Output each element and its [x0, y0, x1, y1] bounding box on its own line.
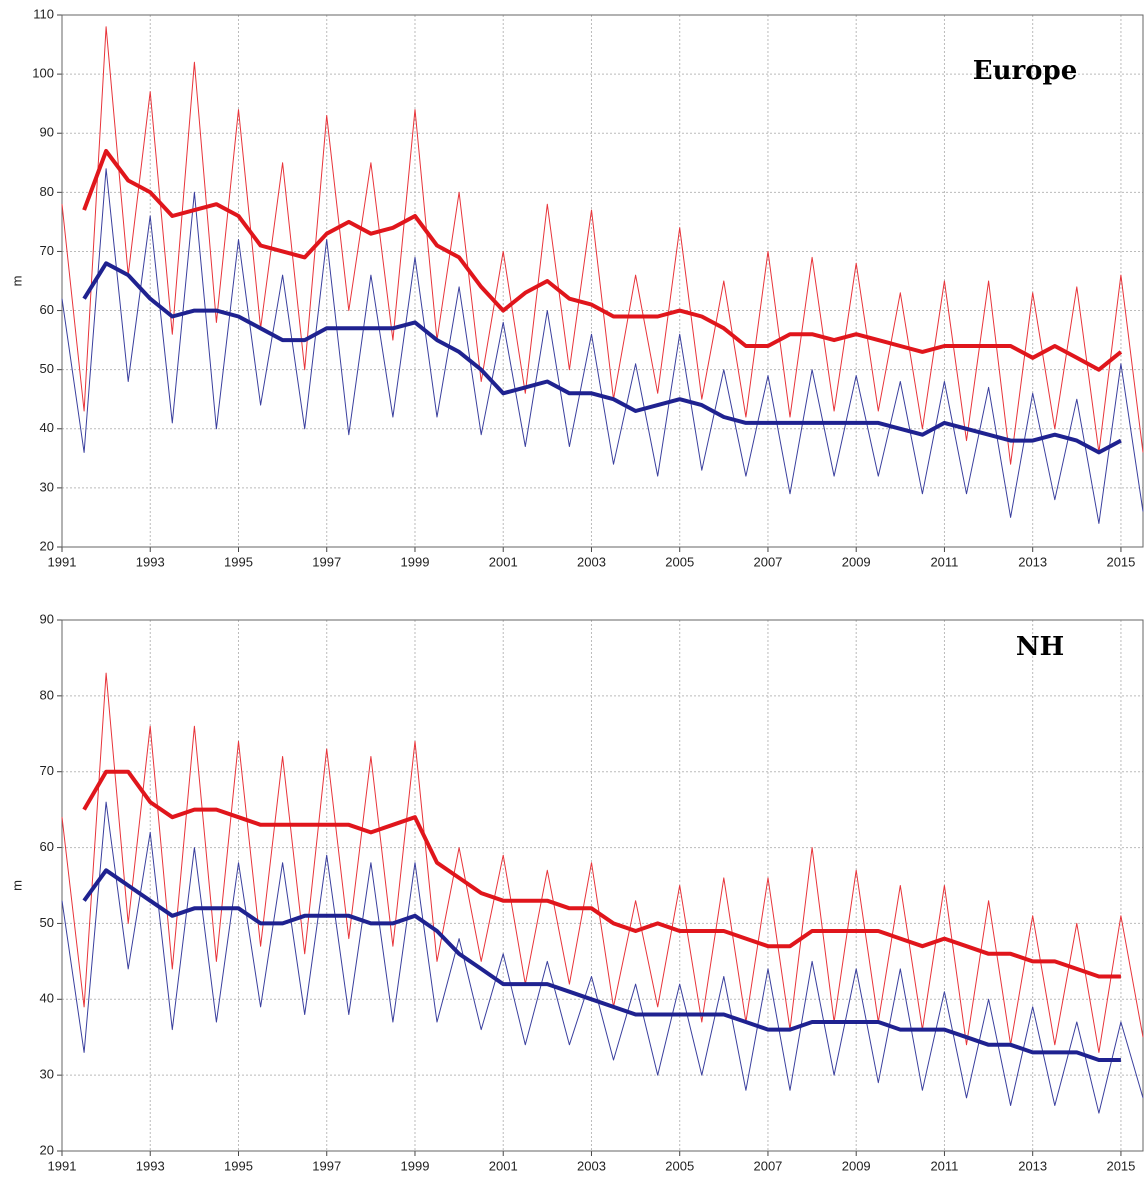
x-tick-label: 2003: [577, 554, 606, 569]
y-tick-label: 60: [40, 839, 54, 854]
chart-title: NH: [1016, 632, 1064, 662]
x-tick-label: 1999: [401, 554, 430, 569]
x-tick-label: 1993: [136, 1158, 165, 1173]
series-line: [82, 149, 1123, 372]
x-tick-label: 1997: [312, 1158, 341, 1173]
x-tick-label: 2001: [489, 1158, 518, 1173]
x-tick-label: 2005: [665, 1158, 694, 1173]
y-tick-label: 60: [40, 302, 54, 317]
x-tick-label: 1995: [224, 554, 253, 569]
plot-frame: [61, 14, 1144, 548]
x-tick-label: 2007: [753, 554, 782, 569]
y-tick-label: 100: [32, 66, 54, 81]
x-tick-label: 2001: [489, 554, 518, 569]
x-tick-label: 2003: [577, 1158, 606, 1173]
x-tick-label: 2015: [1106, 1158, 1135, 1173]
series-line: [82, 769, 1121, 979]
x-tick-label: 2009: [842, 554, 871, 569]
series-line: [61, 168, 1144, 524]
y-tick-label: 50: [40, 361, 54, 376]
series-line: [61, 672, 1144, 1053]
y-tick-label: 20: [40, 538, 54, 553]
x-tick-label: 2005: [665, 554, 694, 569]
x-tick-label: 1993: [136, 554, 165, 569]
x-tick-label: 2009: [842, 1158, 871, 1173]
y-tick-label: 90: [40, 611, 54, 626]
x-tick-label: 1997: [312, 554, 341, 569]
y-tick-label: 30: [40, 1067, 54, 1082]
y-axis-label: m: [9, 276, 24, 287]
x-tick-label: 1995: [224, 1158, 253, 1173]
x-tick-label: 2013: [1018, 554, 1047, 569]
y-tick-label: 80: [40, 687, 54, 702]
series-line: [82, 868, 1121, 1062]
y-tick-label: 70: [40, 243, 54, 258]
x-tick-label: 2013: [1018, 1158, 1047, 1173]
x-tick-label: 1991: [48, 554, 77, 569]
x-tick-label: 2011: [930, 1158, 958, 1173]
y-axis-label: m: [9, 880, 24, 891]
x-tick-label: 2007: [753, 1158, 782, 1173]
y-tick-label: 70: [40, 763, 54, 778]
series-line: [82, 261, 1122, 455]
y-tick-label: 110: [33, 6, 54, 21]
y-tick-label: 40: [40, 991, 54, 1006]
series-line: [61, 26, 1144, 465]
y-tick-label: 40: [40, 420, 54, 435]
x-tick-label: 2011: [930, 554, 958, 569]
y-tick-label: 20: [40, 1142, 54, 1157]
x-tick-label: 1991: [48, 1158, 77, 1173]
x-tick-label: 1999: [401, 1158, 430, 1173]
x-tick-label: 2015: [1106, 554, 1135, 569]
y-tick-label: 90: [40, 125, 54, 140]
chart-title: Europe: [973, 56, 1077, 86]
series-line: [61, 801, 1144, 1114]
y-tick-label: 80: [40, 184, 54, 199]
y-tick-label: 30: [40, 479, 54, 494]
plot-frame: [61, 619, 1144, 1152]
y-tick-label: 50: [40, 915, 54, 930]
